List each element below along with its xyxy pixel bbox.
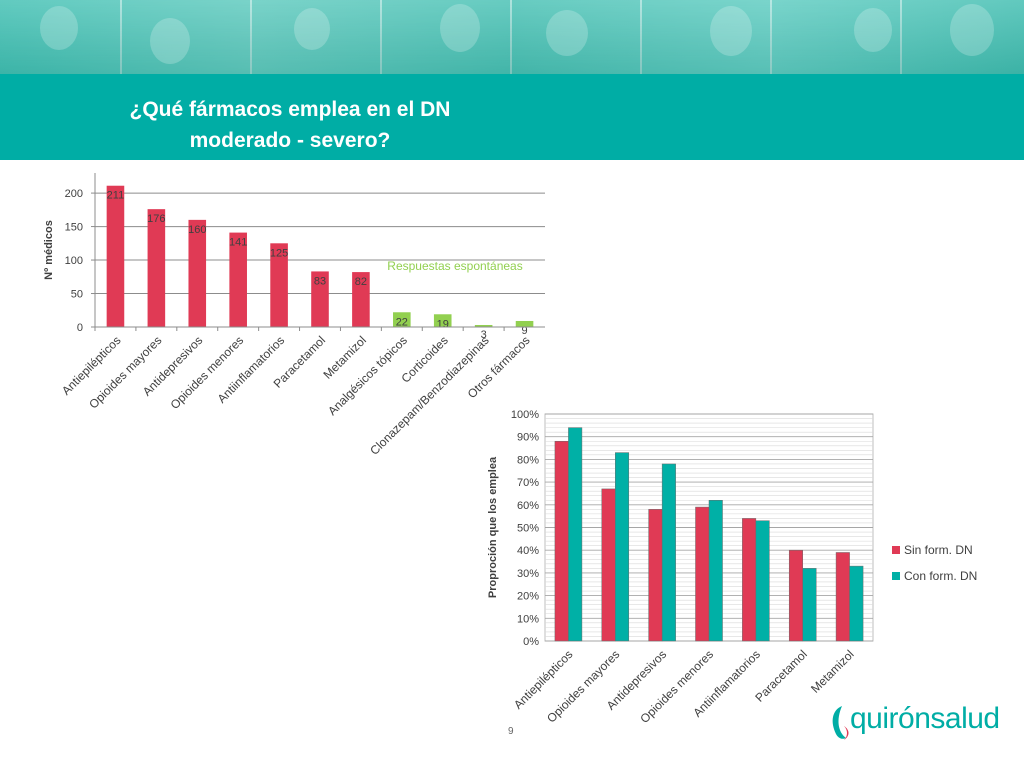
x-tick-label: Metamizol [808, 647, 857, 696]
y-axis-title: Nº médicos [43, 220, 55, 280]
bar-sin-form [695, 506, 710, 642]
data-label: 141 [229, 237, 247, 249]
title-bar: ¿Qué fármacos emplea en el DN moderado -… [0, 74, 1024, 160]
bar [393, 312, 411, 327]
banner-photo [900, 0, 1024, 74]
bar-con-form [661, 463, 676, 642]
bar-con-form [755, 520, 770, 642]
bar [229, 232, 247, 327]
bar-sin-form [648, 509, 663, 642]
banner-photo [120, 0, 252, 74]
legend-swatch [892, 546, 900, 554]
slide-title-line-1: ¿Qué fármacos emplea en el DN [129, 98, 451, 121]
y-tick-label: 100 [65, 255, 83, 267]
slide-title: ¿Qué fármacos emplea en el DN moderado -… [100, 94, 480, 156]
bar-con-form [708, 500, 723, 642]
bar-sin-form [554, 440, 569, 642]
y-tick-label: 70% [517, 477, 539, 489]
slide-title-line-2: moderado - severo? [189, 129, 391, 152]
bar [474, 324, 493, 327]
bar-con-form [568, 427, 583, 642]
bar [352, 272, 370, 327]
banner-photo [510, 0, 642, 74]
data-label: 19 [437, 318, 449, 330]
legend-label: Sin form. DN [904, 543, 973, 557]
data-label: 22 [396, 316, 408, 328]
data-label: 160 [188, 224, 206, 236]
banner-photo [250, 0, 382, 74]
bar [311, 271, 329, 327]
photo-banner [0, 0, 1024, 74]
legend-label: Con form. DN [904, 569, 977, 583]
bar [188, 219, 207, 327]
annotation-label: Respuestas espontáneas [387, 259, 522, 273]
bar [433, 314, 452, 327]
bar-con-form [615, 452, 630, 642]
bar [147, 209, 166, 327]
legend-swatch [892, 572, 900, 580]
y-tick-label: 0% [523, 636, 539, 648]
logo-mark-icon [832, 706, 849, 740]
y-axis-title: Proproción que los emplea [487, 456, 499, 598]
bar-sin-form [788, 549, 803, 642]
y-tick-label: 10% [517, 613, 539, 625]
bar-con-form [849, 565, 864, 642]
y-tick-label: 80% [517, 454, 539, 466]
bar-sin-form [601, 488, 616, 642]
y-tick-label: 60% [517, 500, 539, 512]
banner-photo [770, 0, 902, 74]
banner-photo [380, 0, 512, 74]
bar [270, 243, 288, 327]
y-tick-label: 0 [77, 322, 83, 334]
data-label: 82 [355, 276, 367, 288]
bar-con-form [802, 568, 817, 642]
y-tick-label: 50 [71, 289, 83, 301]
bar [515, 320, 534, 327]
data-label: 83 [314, 275, 326, 287]
x-tick-label: Opioides mayores [86, 333, 164, 411]
y-tick-label: 40% [517, 545, 539, 557]
y-tick-label: 100% [511, 409, 539, 421]
data-label: 125 [270, 247, 288, 259]
y-tick-label: 150 [65, 222, 83, 234]
bar-sin-form [742, 518, 757, 642]
y-tick-label: 200 [65, 188, 83, 200]
y-tick-label: 50% [517, 523, 539, 535]
y-tick-label: 30% [517, 568, 539, 580]
bar-sin-form [835, 552, 850, 642]
page-number: 9 [508, 726, 514, 737]
x-tick-label: Opioides menores [168, 333, 247, 412]
chart-proportion-by-training: 0% 10% 20% 30% 40% 50% 60% 70% 80% 90% 100% Proproc… [487, 409, 977, 726]
bar [106, 185, 125, 327]
y-tick-label: 20% [517, 591, 539, 603]
quironsalud-logo: quirónsalud [828, 700, 1008, 746]
data-label: 9 [521, 325, 527, 337]
logo-text: quirónsalud [850, 702, 1000, 735]
data-label: 3 [481, 329, 487, 341]
y-tick-label: 90% [517, 432, 539, 444]
banner-photo [0, 0, 122, 74]
data-label: 176 [147, 213, 165, 225]
banner-photo [640, 0, 772, 74]
data-label: 211 [107, 190, 125, 202]
